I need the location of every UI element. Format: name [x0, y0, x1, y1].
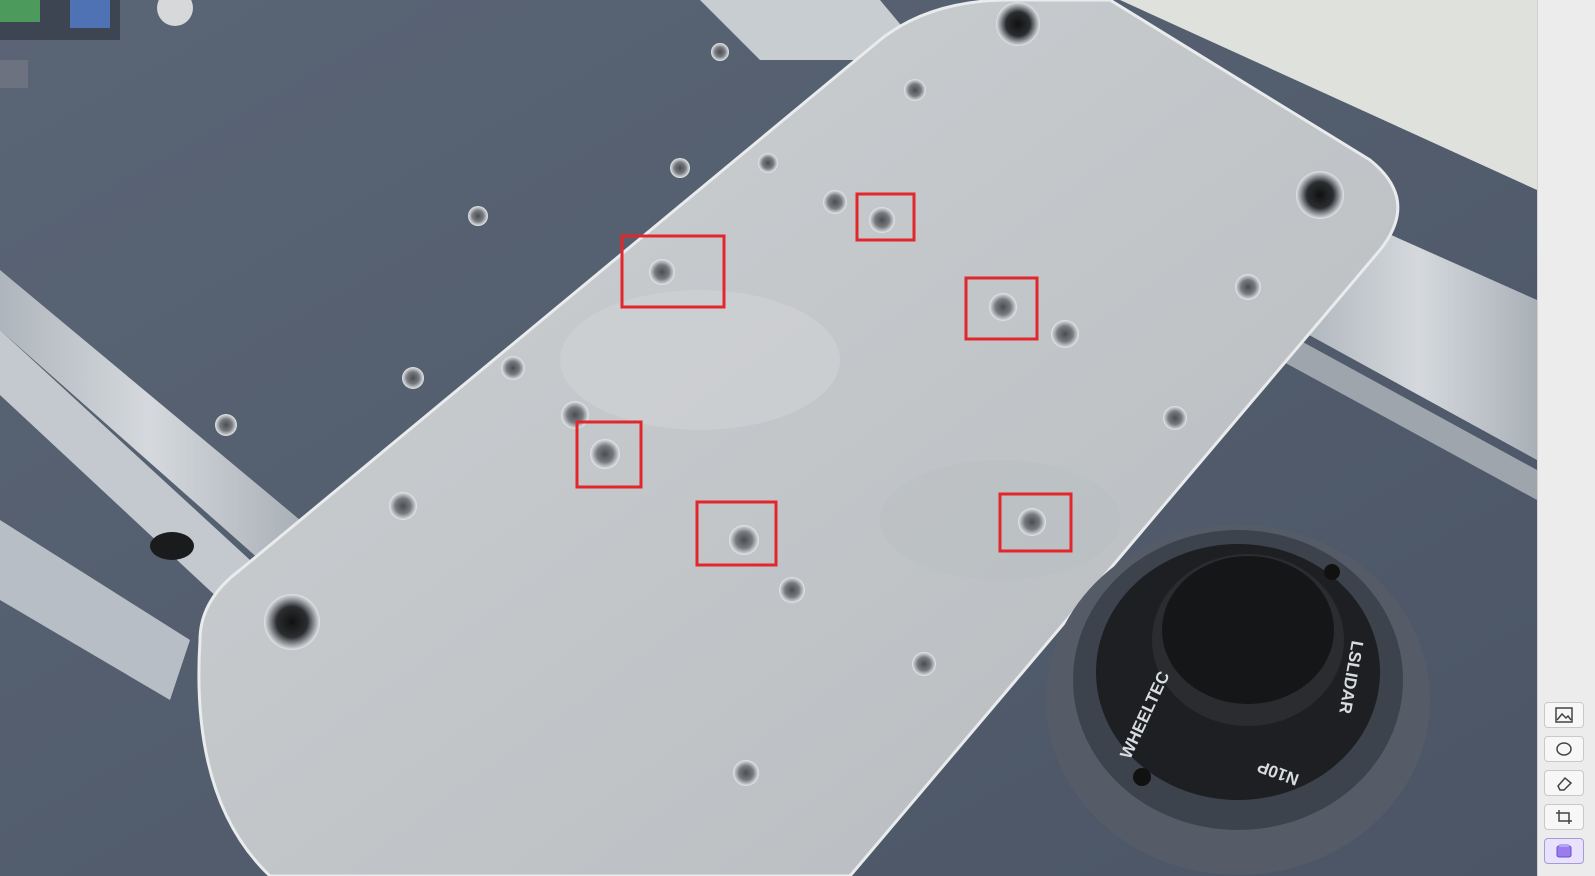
annotation-box[interactable]	[998, 492, 1073, 553]
image-viewport: WHEELTEC N10P LSLIDAR	[0, 0, 1537, 876]
layers-tool[interactable]	[1544, 838, 1584, 864]
eraser-icon	[1557, 776, 1573, 791]
annotation-box[interactable]	[964, 276, 1039, 341]
eraser-tool[interactable]	[1544, 770, 1584, 796]
layers-icon	[1556, 844, 1572, 858]
crop-tool[interactable]	[1544, 804, 1584, 830]
crop-icon	[1556, 810, 1572, 824]
annotation-box[interactable]	[620, 234, 726, 309]
ellipse-icon	[1556, 742, 1572, 756]
ellipse-tool[interactable]	[1544, 736, 1584, 762]
annotation-toolbar	[1537, 0, 1595, 876]
annotation-box[interactable]	[575, 420, 643, 489]
annotation-box[interactable]	[695, 500, 778, 567]
photo-canvas: WHEELTEC N10P LSLIDAR	[0, 0, 1537, 876]
image-annotate-tool[interactable]	[1544, 702, 1584, 728]
image-icon	[1555, 707, 1573, 723]
annotation-box[interactable]	[855, 192, 916, 242]
